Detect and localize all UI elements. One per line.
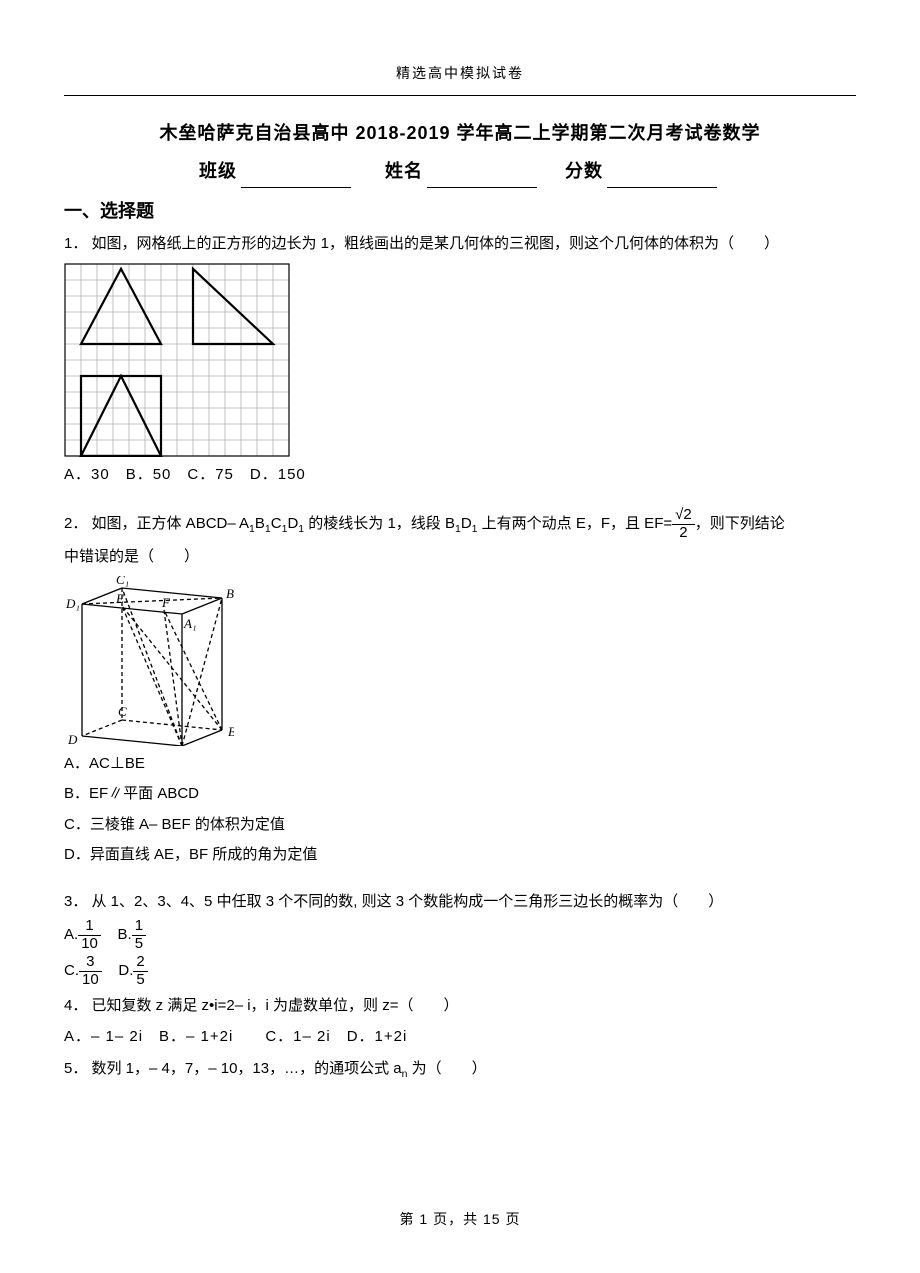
q5-text-b: 为（ ） — [407, 1060, 486, 1077]
q3-optC-label: C. — [64, 962, 79, 979]
q3-optB-label: B. — [118, 926, 132, 943]
svg-text:A₁: A₁ — [183, 616, 196, 631]
q2-text-g: 上有两个动点 E，F，且 EF= — [478, 515, 673, 532]
svg-text:C₁: C₁ — [116, 576, 129, 587]
question-3: 3． 从 1、2、3、4、5 中任取 3 个不同的数, 则这 3 个数能构成一个… — [64, 888, 856, 989]
q2-text-f: D — [461, 515, 472, 532]
q2-text2: 中错误的是（ ） — [64, 543, 856, 572]
q2-cube-diagram: D₁C₁B₁A₁DCBAEF — [64, 576, 234, 746]
q3-optA-label: A. — [64, 926, 78, 943]
class-blank[interactable] — [241, 170, 351, 188]
page-footer: 第 1 页，共 15 页 — [0, 1206, 920, 1233]
svg-text:D: D — [67, 732, 78, 746]
svg-text:B₁: B₁ — [226, 586, 234, 601]
q1-num: 1． — [64, 235, 87, 252]
question-5: 5． 数列 1，– 4，7，– 10，13，…，的通项公式 an 为（ ） — [64, 1055, 856, 1085]
q5-num: 5． — [64, 1060, 87, 1077]
q1-text: 如图，网格纸上的正方形的边长为 1，粗线画出的是某几何体的三视图，则这个几何体的… — [92, 235, 780, 252]
svg-text:F: F — [161, 595, 171, 610]
page-title: 木垒哈萨克自治县高中 2018-2019 学年高二上学期第二次月考试卷数学 — [64, 116, 856, 150]
q2-optA: A．AC⊥BE — [64, 750, 856, 779]
q2-text-a: 如图，正方体 ABCD– A — [92, 515, 250, 532]
section-title-1: 一、选择题 — [64, 194, 856, 228]
question-2: 2． 如图，正方体 ABCD– A1B1C1D1 的棱线长为 1，线段 B1D1… — [64, 507, 856, 870]
q4-options: A．– 1– 2i B．– 1+2i C．1– 2i D．1+2i — [64, 1023, 856, 1052]
q3-optA-frac: 110 — [78, 918, 101, 952]
q5-text-a: 数列 1，– 4，7，– 10，13，…，的通项公式 a — [92, 1060, 402, 1077]
svg-text:C: C — [118, 704, 127, 719]
class-label: 班级 — [199, 161, 237, 181]
doc-header-label: 精选高中模拟试卷 — [64, 60, 856, 87]
q2-fraction: √22 — [672, 507, 695, 541]
svg-text:B: B — [228, 724, 234, 739]
q2-text-e: 的棱线长为 1，线段 B — [304, 515, 455, 532]
q3-optC-frac: 310 — [79, 954, 102, 988]
q1-options: A．30 B．50 C．75 D．150 — [64, 461, 856, 490]
q2-text-h: ，则下列结论 — [695, 515, 785, 532]
question-1: 1． 如图，网格纸上的正方形的边长为 1，粗线画出的是某几何体的三视图，则这个几… — [64, 230, 856, 489]
q3-optD-label: D. — [118, 962, 133, 979]
score-blank[interactable] — [607, 170, 717, 188]
q3-text: 从 1、2、3、4、5 中任取 3 个不同的数, 则这 3 个数能构成一个三角形… — [92, 893, 724, 910]
q2-num: 2． — [64, 515, 87, 532]
info-line: 班级 姓名 分数 — [64, 154, 856, 188]
name-blank[interactable] — [427, 170, 537, 188]
doc-header-rule — [64, 95, 856, 96]
q2-text-b: B — [255, 515, 265, 532]
svg-text:E: E — [115, 591, 124, 606]
name-label: 姓名 — [385, 161, 423, 181]
svg-text:D₁: D₁ — [65, 596, 80, 611]
q2-optB: B．EF∥平面 ABCD — [64, 780, 856, 809]
q4-num: 4． — [64, 997, 87, 1014]
q2-optD: D．异面直线 AE，BF 所成的角为定值 — [64, 841, 856, 870]
q3-num: 3． — [64, 893, 87, 910]
q2-text-d: D — [287, 515, 298, 532]
q2-text-c: C — [271, 515, 282, 532]
question-4: 4． 已知复数 z 满足 z•i=2– i，i 为虚数单位，则 z=（ ） A．… — [64, 992, 856, 1051]
q4-text: 已知复数 z 满足 z•i=2– i，i 为虚数单位，则 z=（ ） — [92, 997, 459, 1014]
q1-diagram — [64, 263, 290, 457]
q3-optD-frac: 25 — [133, 954, 147, 988]
score-label: 分数 — [565, 161, 603, 181]
q3-optB-frac: 15 — [132, 918, 146, 952]
q2-optC: C．三棱锥 A– BEF 的体积为定值 — [64, 811, 856, 840]
